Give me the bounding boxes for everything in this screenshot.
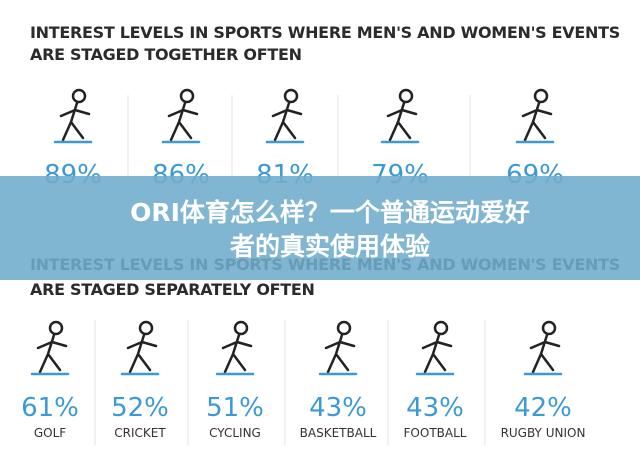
sport-label: CRICKET (114, 426, 166, 440)
icon-body (167, 101, 199, 142)
section-title: ARE STAGED SEPARATELY OFTEN (30, 280, 315, 299)
percent: 43% (406, 393, 464, 423)
icon-head (433, 320, 449, 336)
sport-icon (415, 320, 455, 376)
icon-head (138, 320, 154, 336)
sport-icon (53, 88, 93, 144)
icon-body (221, 333, 253, 374)
section-title: INTEREST LEVELS IN SPORTS WHERE MEN'S AN… (30, 23, 620, 42)
percent: 51% (206, 393, 264, 423)
sport-icon (265, 88, 305, 144)
icon-head (233, 320, 249, 336)
icon-body (271, 101, 303, 142)
sport-label: RUGBY UNION (501, 426, 586, 440)
sport-label: BASKETBALL (300, 426, 377, 440)
icon-body (386, 101, 418, 142)
icon-head (71, 88, 87, 104)
icon-body (529, 333, 561, 374)
icon-body (324, 333, 356, 374)
icon-head (48, 320, 64, 336)
icon-body (36, 333, 68, 374)
section-title: ARE STAGED TOGETHER OFTEN (30, 45, 302, 64)
icon-head (533, 88, 549, 104)
banner-text: 者的真实使用体验 (230, 232, 430, 261)
percent: 52% (111, 393, 169, 423)
percent: 61% (21, 393, 79, 423)
icon-head (336, 320, 352, 336)
percent: 43% (309, 393, 367, 423)
sport-icon (318, 320, 358, 376)
sport-icon (380, 88, 420, 144)
sport-icon (515, 88, 555, 144)
percent: 42% (514, 393, 572, 423)
icon-body (59, 101, 91, 142)
icon-head (179, 88, 195, 104)
sport-label: FOOTBALL (404, 426, 467, 440)
icon-head (541, 320, 557, 336)
icon-head (398, 88, 414, 104)
sport-label: GOLF (34, 426, 66, 440)
sport-label: CYCLING (209, 426, 261, 440)
icon-body (521, 101, 553, 142)
sport-icon (215, 320, 255, 376)
banner (0, 176, 640, 280)
sport-icon (523, 320, 563, 376)
banner-text: ORI体育怎么样？一个普通运动爱好 (130, 198, 530, 227)
icon-body (421, 333, 453, 374)
sport-icon (120, 320, 160, 376)
icon-body (126, 333, 158, 374)
sport-icon (161, 88, 201, 144)
sport-icon (30, 320, 70, 376)
icon-head (283, 88, 299, 104)
